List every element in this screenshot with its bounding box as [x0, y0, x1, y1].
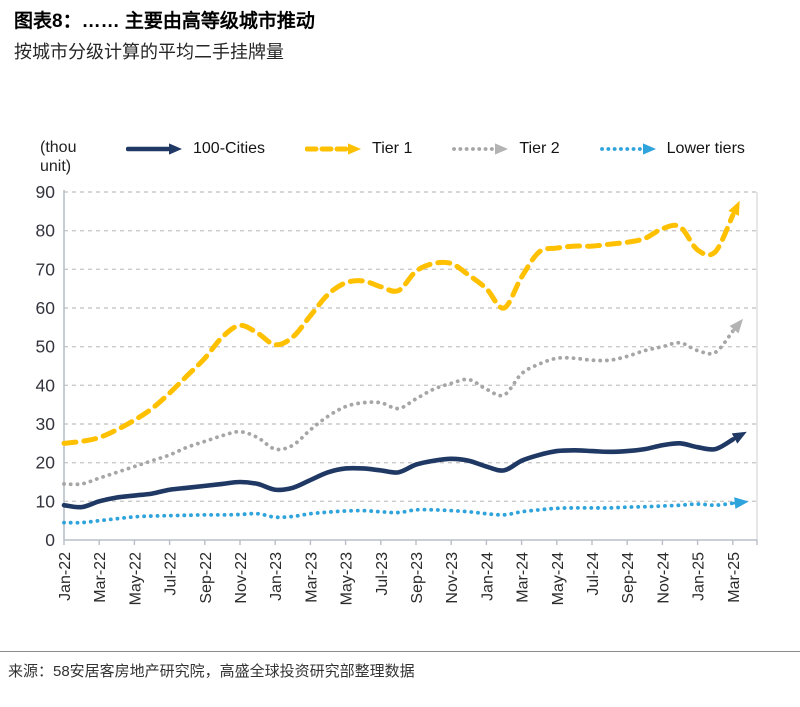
series-lower-tiers — [62, 497, 749, 525]
svg-text:Mar-22: Mar-22 — [92, 552, 109, 603]
svg-text:70: 70 — [36, 259, 56, 279]
legend-label-lower-tiers: Lower tiers — [666, 139, 745, 157]
chart-header: 图表8：…… 主要由高等级城市推动 按城市分级计算的平均二手挂牌量 — [14, 10, 800, 64]
svg-text:0: 0 — [45, 530, 55, 550]
gridlines — [64, 191, 758, 541]
svg-text:Nov-24: Nov-24 — [655, 552, 672, 604]
chart-legend: (thou unit) 100-Cities Tier 1 Tier 2 Lower … — [40, 138, 800, 176]
svg-text:May-24: May-24 — [550, 552, 567, 605]
svg-text:90: 90 — [36, 182, 56, 202]
legend-label-tier-1: Tier 1 — [372, 139, 413, 157]
svg-text:Jan-24: Jan-24 — [479, 552, 496, 601]
svg-text:Sep-23: Sep-23 — [409, 552, 426, 604]
lower-tiers-line-sample-icon — [599, 143, 656, 155]
svg-text:80: 80 — [36, 221, 56, 241]
tier-1-line-sample-icon — [305, 143, 362, 155]
svg-text:Jan-23: Jan-23 — [268, 552, 285, 601]
svg-text:30: 30 — [36, 414, 56, 434]
figure-title: 图表8：…… 主要由高等级城市推动 — [14, 11, 315, 32]
series-tier-2 — [62, 318, 744, 487]
svg-text:Sep-24: Sep-24 — [620, 552, 637, 604]
y-axis-labels: 0 10 20 30 40 50 60 70 80 90 — [36, 182, 56, 550]
svg-text:Jan-22: Jan-22 — [57, 552, 74, 601]
svg-text:20: 20 — [36, 453, 56, 473]
source-divider — [0, 651, 800, 653]
figure-subtitle: 按城市分级计算的平均二手挂牌量 — [14, 41, 284, 62]
y-axis-unit-label: (thou unit) — [40, 138, 77, 175]
svg-text:Mar-25: Mar-25 — [726, 552, 743, 603]
chart-area: 0 10 20 30 40 50 60 70 80 90 Jan-22 Mar-22 May-22 Jul… — [0, 178, 800, 645]
svg-text:10: 10 — [36, 491, 56, 511]
series-tier-1 — [61, 200, 740, 446]
svg-text:60: 60 — [36, 298, 56, 318]
legend-item-100-cities: 100-Cities — [126, 140, 265, 158]
legend-item-tier-1: Tier 1 — [305, 140, 412, 158]
svg-text:Jan-25: Jan-25 — [691, 552, 708, 601]
source-text: 来源：58安居客房地产研究院，高盛全球投资研究部整理数据 — [8, 663, 415, 681]
legend-item-lower-tiers: Lower tiers — [599, 139, 745, 158]
series-100-cities — [61, 431, 747, 510]
100-cities-line-sample-icon — [126, 143, 182, 155]
axes — [63, 190, 757, 541]
svg-text:Nov-23: Nov-23 — [444, 552, 461, 604]
svg-text:Mar-23: Mar-23 — [303, 552, 320, 603]
svg-text:May-23: May-23 — [339, 552, 356, 605]
svg-text:50: 50 — [36, 337, 56, 357]
svg-text:Mar-24: Mar-24 — [515, 552, 532, 603]
legend-items: 100-Cities Tier 1 Tier 2 Lower tiers — [126, 140, 745, 158]
svg-text:Nov-22: Nov-22 — [233, 552, 250, 604]
x-axis-labels: Jan-22 Mar-22 May-22 Jul-22 Sep-22 Nov-22 Jan-… — [57, 540, 758, 605]
legend-item-tier-2: Tier 2 — [452, 139, 560, 158]
legend-label-tier-2: Tier 2 — [519, 139, 560, 157]
svg-text:May-22: May-22 — [127, 552, 144, 605]
svg-text:Jul-24: Jul-24 — [585, 552, 602, 596]
line-chart: 0 10 20 30 40 50 60 70 80 90 Jan-22 Mar-22 May-22 Jul… — [36, 182, 758, 605]
svg-text:Sep-22: Sep-22 — [198, 552, 215, 604]
legend-label-100-cities: 100-Cities — [193, 139, 266, 157]
svg-text:40: 40 — [36, 375, 56, 395]
svg-text:Jul-23: Jul-23 — [374, 552, 391, 596]
tier-2-line-sample-icon — [452, 143, 509, 155]
svg-text:Jul-22: Jul-22 — [163, 552, 180, 596]
